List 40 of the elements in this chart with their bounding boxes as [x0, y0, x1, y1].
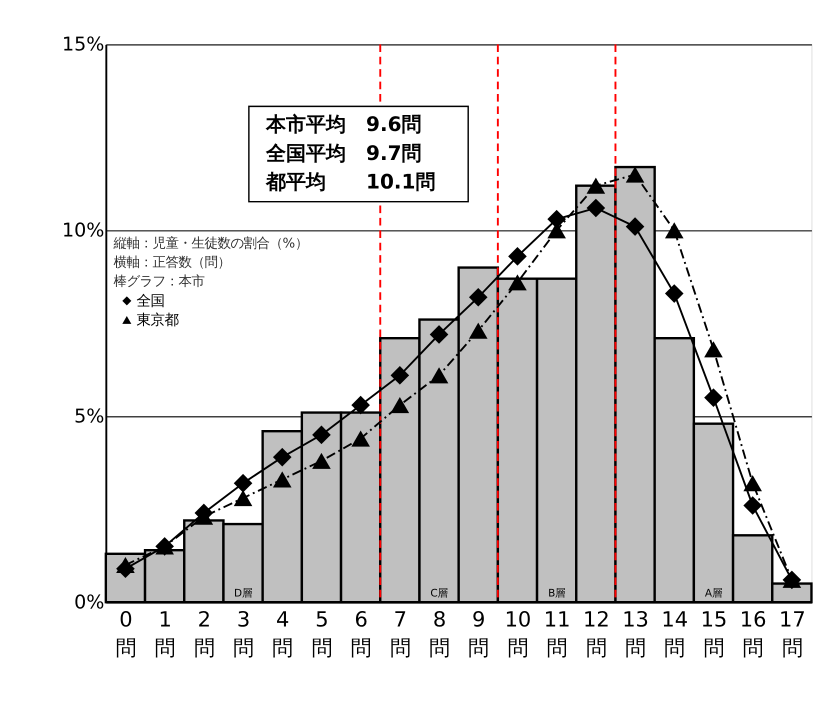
legend-label: 東京都 [136, 312, 178, 329]
annotation: 縦軸：児童・生徒数の割合（%） [112, 235, 308, 252]
point [312, 452, 331, 469]
x-tick-label: 17問 [778, 608, 806, 660]
x-tick-label: 5問 [311, 608, 332, 660]
x-tick-label: 0問 [115, 608, 136, 660]
point [704, 341, 723, 358]
annotation: 横軸：正答数（問） [113, 256, 230, 271]
annotation: 棒グラフ：本市 [113, 274, 204, 290]
x-tick-label: 12問 [582, 608, 610, 660]
x-tick-label: 11問 [544, 608, 570, 660]
x-tick-label: 15問 [700, 608, 728, 660]
y-tick-label: 5% [74, 405, 104, 428]
x-tick-label: 4問 [272, 608, 294, 660]
point [508, 274, 527, 290]
x-tick-label: 7問 [390, 608, 411, 660]
y-tick-label: 0% [74, 591, 104, 614]
x-tick-label: 9問 [468, 608, 490, 660]
x-tick-label: 10問 [504, 608, 532, 660]
x-tick-label: 14問 [661, 608, 688, 660]
y-tick-label: 15% [62, 34, 104, 56]
y-tick-label: 10% [62, 220, 104, 242]
x-tick-label: 3問 [233, 608, 254, 660]
x-tick-label: 16問 [740, 608, 766, 660]
annotation: D層 [234, 587, 252, 600]
x-tick-label: 1問 [154, 608, 176, 660]
annotation: 都平均 10.1問 [265, 169, 436, 194]
annotation: C層 [430, 587, 448, 600]
x-tick-label: 2問 [194, 608, 215, 660]
x-tick-label: 8問 [429, 608, 450, 660]
x-tick-label: 6問 [350, 608, 372, 660]
annotation: B層 [548, 587, 566, 600]
annotation: 本市平均 9.6問 [265, 112, 422, 136]
point [468, 322, 488, 339]
annotation: 全国平均 9.7問 [265, 140, 422, 165]
point [664, 222, 684, 238]
x-tick-label: 13問 [622, 608, 649, 660]
point [351, 430, 370, 447]
legend-label: 全国 [136, 294, 164, 310]
annotation: A層 [704, 587, 722, 600]
